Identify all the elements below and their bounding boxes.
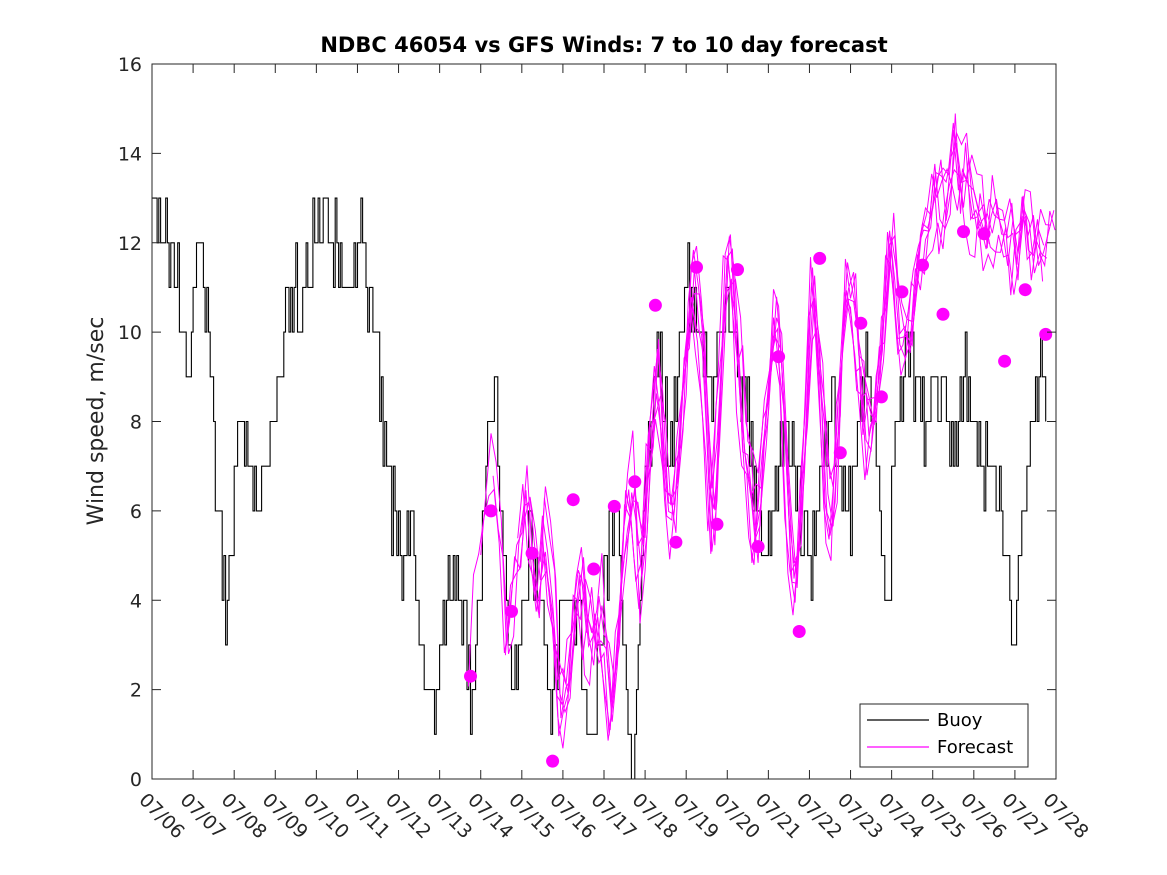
forecast-point xyxy=(546,754,560,768)
legend-box xyxy=(859,703,1029,768)
x-tick-label: 07/13 xyxy=(422,789,476,843)
forecast-point xyxy=(874,390,888,404)
x-tick-label: 07/18 xyxy=(628,789,682,843)
forecast-point xyxy=(464,669,477,683)
x-tick-label: 07/16 xyxy=(545,789,599,843)
forecast-point xyxy=(854,316,868,330)
forecast-member-line xyxy=(529,132,1045,719)
forecast-point xyxy=(690,260,703,274)
forecast-point xyxy=(628,475,642,489)
x-tick-label: 07/23 xyxy=(833,789,887,843)
y-tick-label: 12 xyxy=(118,233,142,255)
x-tick-label: 07/26 xyxy=(956,789,1010,843)
forecast-point xyxy=(587,562,601,576)
forecast-point xyxy=(751,540,765,554)
legend-label-buoy: Buoy xyxy=(937,710,983,731)
x-tick-label: 07/12 xyxy=(381,789,435,843)
y-axis-label: Wind speed, m/sec xyxy=(84,317,109,526)
x-tick-label: 07/14 xyxy=(463,789,517,843)
y-tick-label: 10 xyxy=(118,322,142,344)
x-tick-label: 07/24 xyxy=(874,789,928,843)
legend: Buoy Forecast xyxy=(859,703,1029,768)
y-tick-label: 16 xyxy=(118,54,142,76)
forecast-point xyxy=(607,499,621,513)
forecast-member-line xyxy=(480,122,1051,694)
x-tick-label: 07/19 xyxy=(669,789,723,843)
x-tick-label: 07/15 xyxy=(504,789,558,843)
forecast-point xyxy=(916,258,929,272)
y-tick-label: 14 xyxy=(118,143,142,165)
forecast-point xyxy=(792,625,806,638)
forecast-point xyxy=(957,225,970,239)
forecast-point xyxy=(669,535,683,549)
plot-area xyxy=(152,113,1056,779)
forecast-point xyxy=(731,263,744,277)
forecast-point xyxy=(484,504,498,518)
forecast-point xyxy=(833,446,847,460)
forecast-member-line xyxy=(517,168,1048,737)
x-tick-label: 07/06 xyxy=(134,789,188,843)
x-tick-label: 07/09 xyxy=(258,789,312,843)
forecast-member-line xyxy=(492,113,1044,714)
y-tick-label: 8 xyxy=(130,412,142,434)
forecast-point xyxy=(977,227,991,241)
x-tick-label: 07/20 xyxy=(710,789,764,843)
forecast-point xyxy=(505,604,518,618)
y-tick-label: 0 xyxy=(130,769,142,791)
x-tick-label: 07/08 xyxy=(217,789,271,843)
forecast-point xyxy=(1039,327,1053,341)
forecast-point xyxy=(998,354,1012,368)
forecast-point xyxy=(895,285,909,299)
forecast-point xyxy=(566,493,580,507)
forecast-point xyxy=(813,251,827,265)
forecast-point xyxy=(772,350,786,364)
forecast-point xyxy=(1018,283,1032,297)
x-tick-label: 07/28 xyxy=(1038,789,1092,843)
y-tick-label: 6 xyxy=(130,501,142,523)
x-tick-label: 07/21 xyxy=(751,789,805,843)
chart-title: NDBC 46054 vs GFS Winds: 7 to 10 day for… xyxy=(320,33,887,57)
forecast-point xyxy=(648,298,662,312)
x-tick-label: 07/10 xyxy=(299,789,353,843)
buoy-series-line xyxy=(152,197,1047,779)
x-tick-label: 07/07 xyxy=(176,789,230,843)
y-tick-label: 2 xyxy=(130,680,142,702)
x-tick-label: 07/27 xyxy=(997,789,1051,843)
forecast-point xyxy=(936,307,950,321)
x-tick-label: 07/22 xyxy=(792,789,846,843)
legend-label-forecast: Forecast xyxy=(937,737,1013,758)
forecast-member-line xyxy=(541,129,990,749)
forecast-point xyxy=(525,546,539,560)
x-tick-label: 07/11 xyxy=(340,789,394,843)
x-tick-label: 07/25 xyxy=(915,789,969,843)
x-tick-label: 07/17 xyxy=(586,789,640,843)
forecast-point xyxy=(710,517,724,531)
y-tick-label: 4 xyxy=(130,590,142,612)
